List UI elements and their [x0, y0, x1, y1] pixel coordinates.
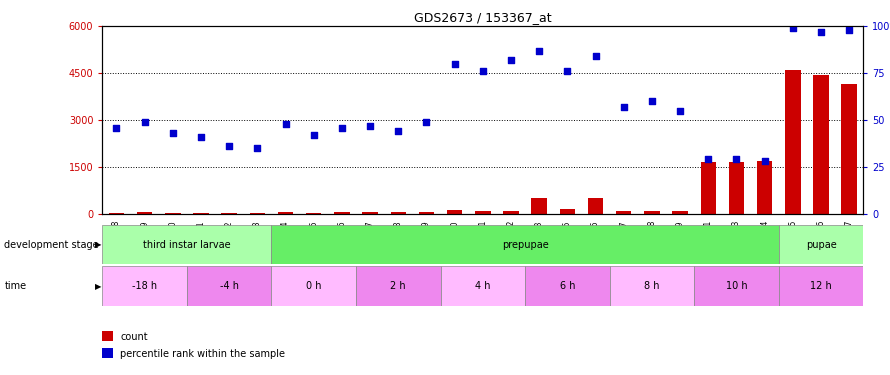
Point	[306, 132, 321, 138]
Point	[448, 61, 462, 67]
Point	[166, 130, 180, 136]
Point	[644, 98, 659, 104]
Point	[588, 53, 603, 59]
Bar	[109, 213, 125, 214]
Point	[730, 156, 744, 162]
Bar	[249, 213, 265, 214]
Bar	[672, 211, 688, 214]
Text: 4 h: 4 h	[475, 281, 490, 291]
Bar	[503, 211, 519, 214]
Bar	[694, 266, 779, 306]
Bar	[700, 162, 716, 214]
Point	[673, 108, 687, 114]
Bar	[362, 212, 378, 214]
Point	[222, 143, 237, 149]
Point	[532, 48, 546, 54]
Text: 10 h: 10 h	[725, 281, 748, 291]
Bar	[779, 225, 863, 264]
Text: prepupae: prepupae	[502, 240, 548, 250]
Bar	[785, 70, 801, 214]
Bar	[306, 213, 321, 214]
Bar	[587, 198, 603, 214]
Bar	[525, 266, 610, 306]
Point	[392, 128, 406, 134]
Point	[561, 68, 575, 74]
Point	[109, 124, 124, 130]
Text: -18 h: -18 h	[132, 281, 158, 291]
Point	[363, 123, 377, 129]
Bar	[102, 225, 271, 264]
Point	[475, 68, 490, 74]
Bar	[475, 211, 490, 214]
Text: pupae: pupae	[805, 240, 837, 250]
Text: time: time	[4, 281, 27, 291]
Text: 2 h: 2 h	[391, 281, 406, 291]
Bar	[278, 212, 294, 214]
Bar	[447, 210, 463, 214]
Bar	[729, 162, 744, 214]
Point	[504, 57, 518, 63]
Text: ▶: ▶	[95, 282, 101, 291]
Point	[250, 145, 264, 151]
Bar	[616, 211, 632, 214]
Text: development stage: development stage	[4, 240, 99, 249]
Bar	[779, 266, 863, 306]
Bar	[193, 213, 209, 214]
Point	[842, 27, 856, 33]
Text: 8 h: 8 h	[644, 281, 659, 291]
Text: 12 h: 12 h	[810, 281, 832, 291]
Point	[814, 29, 829, 35]
Point	[701, 156, 716, 162]
Point	[335, 124, 349, 130]
Text: percentile rank within the sample: percentile rank within the sample	[120, 349, 285, 358]
Text: 6 h: 6 h	[560, 281, 575, 291]
Bar	[560, 209, 575, 214]
Point	[138, 119, 152, 125]
Point	[757, 158, 772, 164]
Text: 0 h: 0 h	[306, 281, 321, 291]
Bar	[356, 266, 441, 306]
Point	[279, 121, 293, 127]
Bar	[441, 266, 525, 306]
Point	[786, 25, 800, 31]
Bar	[391, 212, 406, 214]
Bar	[756, 160, 773, 214]
Bar	[531, 198, 547, 214]
Text: third instar larvae: third instar larvae	[143, 240, 231, 250]
Point	[419, 119, 433, 125]
Title: GDS2673 / 153367_at: GDS2673 / 153367_at	[414, 11, 552, 24]
Bar	[813, 75, 829, 214]
Bar	[334, 212, 350, 214]
Bar	[271, 225, 779, 264]
Point	[617, 104, 631, 110]
Bar	[137, 212, 152, 214]
Text: -4 h: -4 h	[220, 281, 239, 291]
Bar	[271, 266, 356, 306]
Bar	[841, 84, 857, 214]
Text: count: count	[120, 332, 148, 342]
Bar	[187, 266, 271, 306]
Bar	[165, 213, 181, 214]
Bar	[418, 211, 434, 214]
Point	[194, 134, 208, 140]
Bar	[222, 213, 237, 214]
Text: ▶: ▶	[95, 240, 101, 249]
Bar	[102, 266, 187, 306]
Bar	[644, 211, 659, 214]
Bar	[610, 266, 694, 306]
